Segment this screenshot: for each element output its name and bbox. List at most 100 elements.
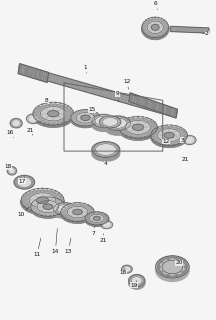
Ellipse shape bbox=[119, 118, 157, 140]
Ellipse shape bbox=[67, 208, 88, 220]
Ellipse shape bbox=[160, 271, 163, 273]
Ellipse shape bbox=[43, 204, 53, 209]
Ellipse shape bbox=[14, 175, 35, 189]
Ellipse shape bbox=[48, 110, 59, 117]
Ellipse shape bbox=[93, 216, 100, 220]
Ellipse shape bbox=[105, 116, 130, 131]
Ellipse shape bbox=[92, 142, 120, 157]
Ellipse shape bbox=[73, 209, 82, 215]
Polygon shape bbox=[170, 26, 209, 33]
Ellipse shape bbox=[158, 131, 181, 144]
Ellipse shape bbox=[90, 214, 104, 222]
Ellipse shape bbox=[92, 114, 116, 128]
Text: 11: 11 bbox=[33, 238, 41, 257]
Ellipse shape bbox=[142, 19, 168, 39]
Text: 1: 1 bbox=[84, 65, 87, 73]
Polygon shape bbox=[85, 218, 109, 226]
Ellipse shape bbox=[162, 260, 183, 274]
Ellipse shape bbox=[95, 116, 112, 126]
Ellipse shape bbox=[186, 138, 193, 142]
Ellipse shape bbox=[183, 135, 196, 145]
Ellipse shape bbox=[99, 119, 121, 131]
Ellipse shape bbox=[102, 117, 118, 126]
Text: 7: 7 bbox=[91, 226, 95, 236]
Ellipse shape bbox=[29, 116, 37, 122]
Ellipse shape bbox=[160, 259, 184, 275]
Ellipse shape bbox=[105, 121, 130, 135]
Text: 21: 21 bbox=[27, 128, 34, 135]
Text: 2: 2 bbox=[202, 31, 209, 36]
Ellipse shape bbox=[147, 21, 163, 34]
Polygon shape bbox=[31, 197, 65, 216]
Ellipse shape bbox=[37, 202, 59, 214]
Polygon shape bbox=[33, 114, 74, 127]
Text: 10: 10 bbox=[17, 207, 29, 217]
Ellipse shape bbox=[151, 24, 159, 30]
Polygon shape bbox=[151, 135, 187, 147]
Text: 18: 18 bbox=[5, 164, 12, 170]
Text: 21: 21 bbox=[182, 157, 189, 163]
Ellipse shape bbox=[67, 206, 88, 218]
Ellipse shape bbox=[95, 144, 116, 155]
Text: 12: 12 bbox=[124, 79, 131, 89]
Ellipse shape bbox=[21, 190, 64, 214]
Ellipse shape bbox=[167, 275, 170, 276]
Ellipse shape bbox=[185, 266, 187, 268]
Ellipse shape bbox=[167, 258, 170, 259]
Polygon shape bbox=[119, 127, 157, 140]
Text: 9: 9 bbox=[116, 92, 119, 102]
Ellipse shape bbox=[164, 132, 174, 138]
Ellipse shape bbox=[92, 118, 116, 132]
Polygon shape bbox=[142, 17, 168, 37]
Ellipse shape bbox=[76, 114, 95, 124]
Ellipse shape bbox=[18, 178, 30, 186]
Ellipse shape bbox=[33, 104, 74, 127]
Ellipse shape bbox=[156, 259, 189, 281]
Ellipse shape bbox=[131, 276, 142, 284]
Text: 19: 19 bbox=[130, 281, 137, 288]
Ellipse shape bbox=[147, 23, 163, 36]
Ellipse shape bbox=[10, 169, 14, 173]
Polygon shape bbox=[71, 118, 100, 127]
Ellipse shape bbox=[158, 266, 160, 268]
Polygon shape bbox=[33, 102, 74, 125]
Ellipse shape bbox=[31, 199, 65, 218]
Ellipse shape bbox=[40, 108, 66, 123]
Ellipse shape bbox=[99, 116, 121, 128]
Ellipse shape bbox=[175, 258, 178, 259]
Ellipse shape bbox=[182, 261, 185, 262]
Ellipse shape bbox=[92, 146, 120, 161]
Ellipse shape bbox=[151, 127, 187, 147]
Text: 8: 8 bbox=[45, 98, 50, 106]
Polygon shape bbox=[85, 212, 109, 225]
Text: 4: 4 bbox=[104, 157, 108, 166]
Ellipse shape bbox=[13, 121, 19, 125]
Polygon shape bbox=[18, 64, 49, 83]
Polygon shape bbox=[61, 212, 94, 223]
Text: 20: 20 bbox=[176, 260, 183, 265]
Ellipse shape bbox=[125, 122, 151, 136]
Polygon shape bbox=[31, 207, 65, 218]
Ellipse shape bbox=[158, 129, 181, 142]
Ellipse shape bbox=[103, 223, 110, 227]
Text: 18: 18 bbox=[120, 268, 127, 275]
Ellipse shape bbox=[57, 204, 72, 213]
Ellipse shape bbox=[37, 201, 59, 213]
Ellipse shape bbox=[26, 114, 40, 124]
Ellipse shape bbox=[71, 111, 100, 127]
Polygon shape bbox=[151, 125, 187, 145]
Ellipse shape bbox=[125, 120, 151, 134]
Ellipse shape bbox=[54, 203, 76, 215]
Text: 17: 17 bbox=[18, 177, 25, 184]
Polygon shape bbox=[18, 65, 177, 118]
Polygon shape bbox=[71, 110, 100, 126]
Ellipse shape bbox=[157, 257, 187, 277]
Ellipse shape bbox=[29, 193, 56, 208]
Polygon shape bbox=[21, 188, 64, 212]
Ellipse shape bbox=[182, 271, 185, 273]
Ellipse shape bbox=[81, 115, 90, 120]
Ellipse shape bbox=[29, 195, 56, 210]
Text: 3: 3 bbox=[177, 137, 184, 142]
Ellipse shape bbox=[156, 256, 189, 278]
Ellipse shape bbox=[122, 265, 132, 273]
